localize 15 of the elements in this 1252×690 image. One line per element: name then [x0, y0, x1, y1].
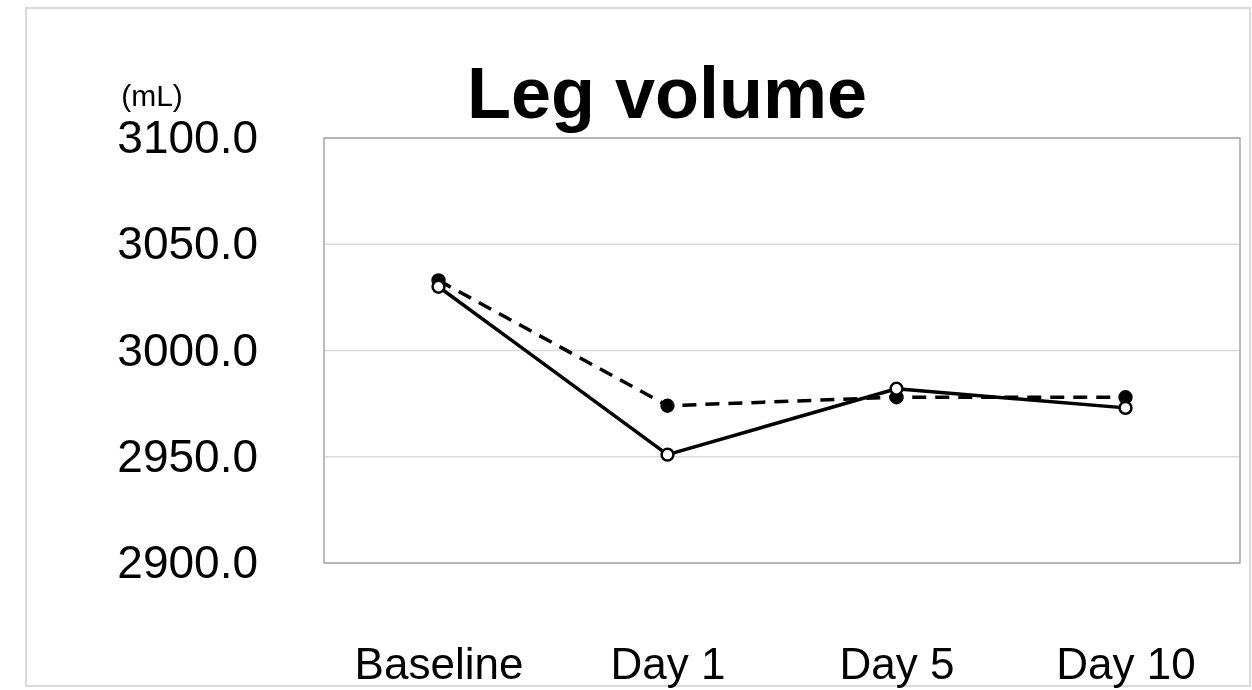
x-tick-label: Baseline [354, 639, 524, 689]
x-tick-label: Day 5 [839, 639, 955, 689]
y-tick-label: 2900.0 [117, 536, 258, 589]
y-tick-label: 3000.0 [117, 323, 258, 376]
point [660, 398, 675, 413]
point [660, 447, 675, 462]
y-axis-title: (mL) [121, 79, 183, 112]
y-tick-label: 3050.0 [117, 217, 258, 270]
y-tick-label: 2950.0 [117, 429, 258, 482]
x-tick-label: Day 10 [1056, 639, 1196, 689]
chart-title: Leg volume [466, 53, 868, 133]
y-tick-label: 3100.0 [117, 111, 258, 164]
x-tick-label: Day 1 [610, 639, 726, 689]
point [889, 381, 904, 396]
point [1118, 400, 1133, 416]
